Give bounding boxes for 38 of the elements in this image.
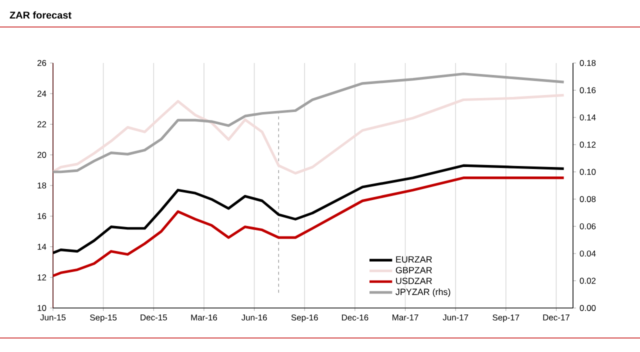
chart-title: ZAR forecast [10,11,72,19]
y-tick-label: 10 [38,305,46,311]
y2-tick-label: 0.14 [580,114,596,120]
x-tick-label: Sep-17 [492,314,520,322]
legend-label: USDZAR [396,278,432,284]
y2-tick-label: 0.18 [580,60,596,66]
line-series [53,72,566,174]
y2-tick-label: 0.02 [580,278,596,284]
x-tick-label: Jun-15 [40,314,66,320]
legend-label: EURZAR [396,256,432,263]
y-tick-label: 18 [38,182,46,188]
y2-tick-label: 0.04 [580,250,596,257]
y2-tick-label: 0.00 [580,305,596,311]
y-tick-label: 12 [38,274,46,280]
legend-label: GBPZAR [396,266,432,274]
y-tick-label: 14 [38,244,46,250]
y2-tick-label: 0.16 [580,87,596,94]
y2-tick-label: 0.10 [580,168,596,175]
x-tick-label: Dec-17 [543,314,570,320]
y-tick-label: 26 [37,60,46,66]
y2-tick-label: 0.08 [580,196,596,202]
x-tick-label: Dec-16 [342,314,368,320]
y-tick-label: 20 [37,152,46,158]
x-tick-label: Mar-17 [392,314,418,320]
line-series [53,94,566,175]
y-tick-label: 24 [37,90,46,97]
x-tick-label: Mar-16 [191,314,218,320]
x-tick-label: Dec-15 [140,314,167,320]
x-tick-label: Jun-16 [241,314,267,320]
legend-label: JPYZAR (rhs) [396,288,450,297]
x-tick-label: Sep-15 [90,314,117,322]
y-tick-label: 16 [38,213,46,220]
x-tick-label: Sep-16 [291,314,318,322]
line-series [53,164,566,254]
x-tick-label: Jun-17 [442,314,468,320]
y-tick-label: 22 [37,121,46,128]
y2-tick-label: 0.06 [580,223,596,230]
y2-tick-label: 0.12 [580,142,596,148]
